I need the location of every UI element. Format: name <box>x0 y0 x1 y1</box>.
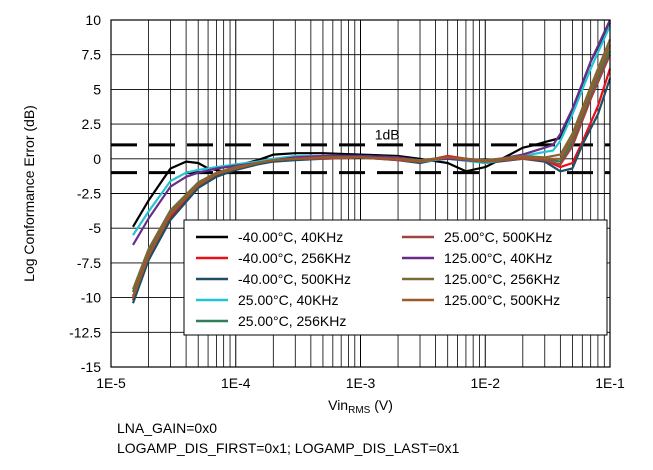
y-tick-label: 2.5 <box>82 116 102 132</box>
x-axis-label-unit: (V) <box>370 397 393 413</box>
legend-label-1: -40.00°C, 40KHz <box>238 229 343 245</box>
legend-label-9: 125.00°C, 500KHz <box>444 292 560 308</box>
legend-label-6: 25.00°C, 500KHz <box>444 229 552 245</box>
legend-box <box>183 219 608 336</box>
note-lna-gain: LNA_GAIN=0x0 <box>117 420 217 436</box>
legend-label-8: 125.00°C, 256KHz <box>444 271 560 287</box>
series-line-9 <box>131 44 612 298</box>
x-tick-label: 1E-3 <box>346 375 376 391</box>
y-tick-label: -5 <box>89 220 102 236</box>
series-line-7 <box>132 19 611 246</box>
x-axis-ticks: 1E-5 1E-4 1E-3 1E-2 1E-1 <box>96 375 625 391</box>
reference-lines <box>111 143 610 175</box>
series-lines <box>131 19 612 304</box>
y-tick-label: 10 <box>85 12 101 28</box>
x-axis-label-sub: RMS <box>348 405 371 416</box>
y-tick-label: 0 <box>93 151 101 167</box>
annotation-1db: 1dB <box>375 126 400 142</box>
series-line-1 <box>132 22 611 228</box>
series-line-4 <box>132 25 612 236</box>
note-logamp-settings: LOGAMP_DIS_FIRST=0x1; LOGAMP_DIS_LAST=0x… <box>117 440 460 456</box>
legend-label-3: -40.00°C, 500KHz <box>238 271 351 287</box>
x-tick-label: 1E-5 <box>96 375 126 391</box>
y-tick-label: -10 <box>81 290 101 306</box>
y-tick-label: 5 <box>93 81 101 97</box>
legend: -40.00°C, 40KHz -40.00°C, 256KHz -40.00°C,… <box>183 219 608 336</box>
y-tick-label: -7.5 <box>77 255 101 271</box>
x-tick-label: 1E-2 <box>470 375 500 391</box>
y-axis-ticks: 10 7.5 5 2.5 0 -2.5 -5 -7.5 -10 -12.5 -15 <box>69 12 101 375</box>
y-tick-label: 7.5 <box>82 47 102 63</box>
x-tick-label: 1E-1 <box>595 375 625 391</box>
legend-label-2: -40.00°C, 256KHz <box>238 250 351 266</box>
y-tick-label: -2.5 <box>77 186 101 202</box>
legend-label-4: 25.00°C, 40KHz <box>238 292 339 308</box>
y-tick-label: -15 <box>81 359 101 375</box>
x-axis-label: VinRMS (V) <box>328 397 393 416</box>
plot-frame <box>110 19 611 368</box>
y-axis-label: Log Conformance Error (dB) <box>21 105 37 282</box>
x-tick-label: 1E-4 <box>221 375 251 391</box>
legend-label-5: 25.00°C, 256KHz <box>238 313 346 329</box>
legend-label-7: 125.00°C, 40KHz <box>444 250 552 266</box>
x-axis-label-main: Vin <box>328 397 348 413</box>
y-tick-label: -12.5 <box>69 324 101 340</box>
